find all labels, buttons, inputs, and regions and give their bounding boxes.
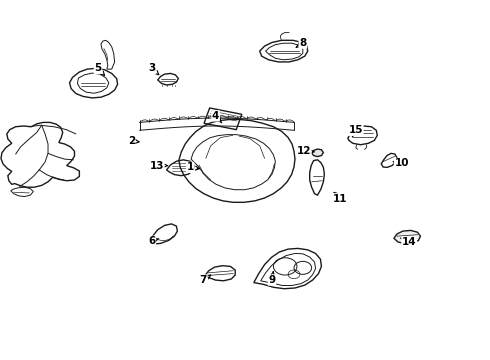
Text: 1: 1 (187, 162, 199, 172)
Text: 8: 8 (296, 38, 306, 48)
Text: 13: 13 (149, 161, 168, 171)
Text: 10: 10 (393, 158, 409, 168)
Text: 14: 14 (401, 237, 416, 247)
Polygon shape (312, 149, 323, 157)
Text: 7: 7 (199, 275, 211, 285)
Polygon shape (394, 230, 420, 244)
Text: 2: 2 (128, 136, 139, 146)
Text: 9: 9 (269, 271, 275, 285)
Text: 3: 3 (148, 63, 159, 75)
Text: 4: 4 (212, 111, 222, 123)
Text: 11: 11 (333, 192, 348, 204)
Text: 5: 5 (95, 63, 104, 76)
Text: 6: 6 (148, 236, 159, 246)
Text: 15: 15 (348, 125, 363, 136)
Text: 12: 12 (296, 146, 315, 156)
